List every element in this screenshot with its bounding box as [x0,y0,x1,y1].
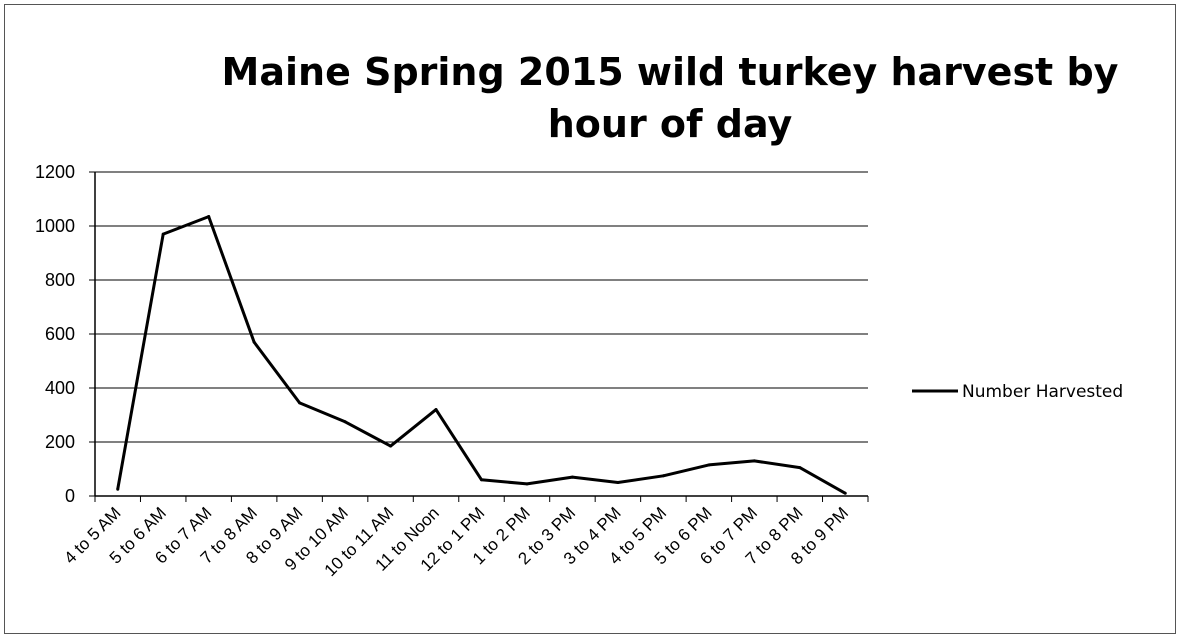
data-point [116,487,120,491]
data-point [570,475,574,479]
y-tick-label: 400 [45,378,75,398]
series-line [116,215,847,495]
data-point [389,444,393,448]
data-point [752,459,756,463]
data-point [252,340,256,344]
data-point [434,408,438,412]
y-tick-label: 200 [45,432,75,452]
chart-frame [4,4,1176,634]
data-point [525,482,529,486]
data-point [843,491,847,495]
data-point [798,466,802,470]
data-point [298,401,302,405]
y-tick-label: 1200 [35,162,75,182]
y-tick-label: 0 [65,486,75,506]
data-point [207,215,211,219]
y-tick-label: 1000 [35,216,75,236]
data-point [707,463,711,467]
y-tick-label: 600 [45,324,75,344]
chart-title: Maine Spring 2015 wild turkey harvest by… [221,50,1119,146]
data-point [616,481,620,484]
data-point [480,478,483,482]
data-point [343,420,347,424]
data-point [161,232,165,236]
y-tick-label: 800 [45,270,75,290]
legend-label: Number Harvested [962,382,1123,402]
data-point [661,474,665,478]
